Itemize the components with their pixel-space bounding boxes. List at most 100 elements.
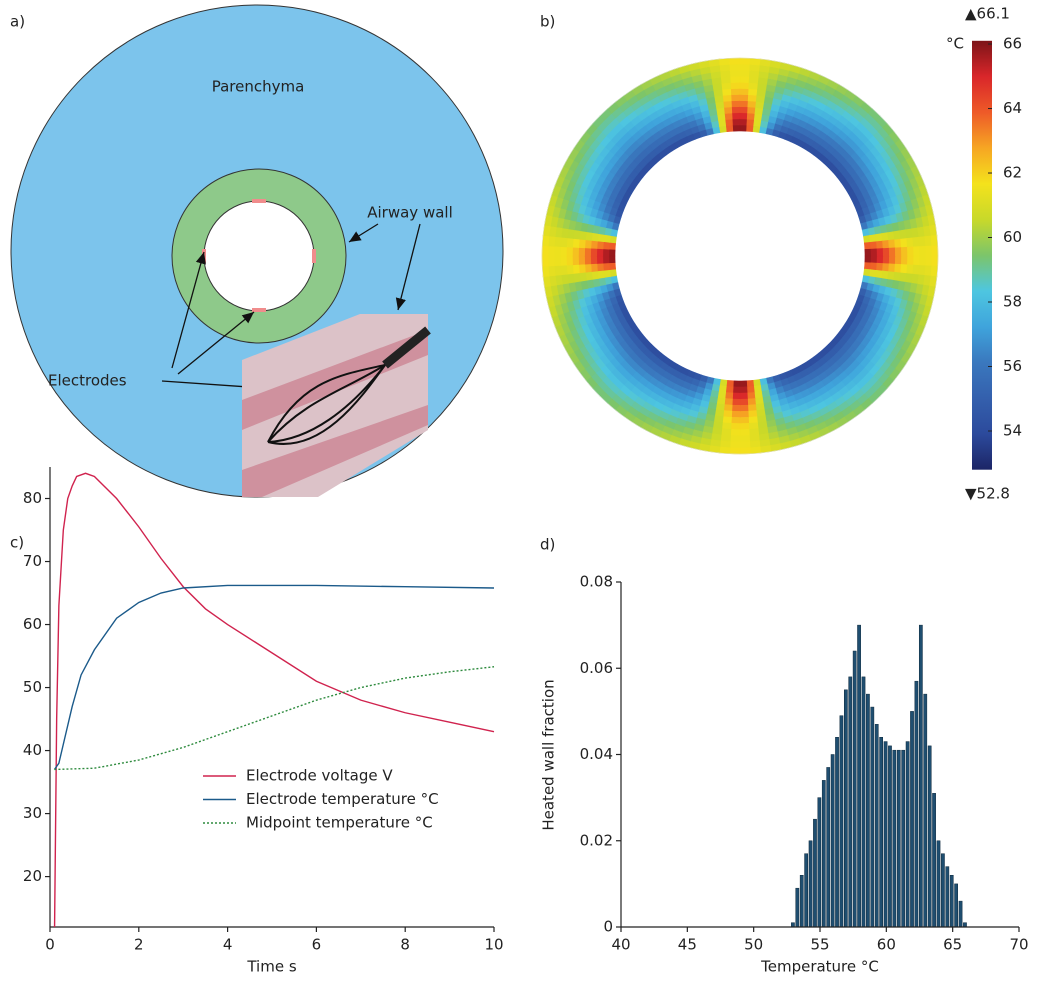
bar <box>945 866 950 928</box>
colorbar-min-label: ▼52.8 <box>965 485 1010 503</box>
y-tick-label: 40 <box>23 741 42 759</box>
field-cell <box>882 255 890 265</box>
field-cell <box>608 255 616 264</box>
bar <box>936 840 941 928</box>
field-cell <box>730 423 741 430</box>
field-cell <box>747 94 758 102</box>
field-cell <box>748 416 758 424</box>
y-tick-label: 0.04 <box>580 745 613 763</box>
x-tick-label: 55 <box>810 936 829 954</box>
field-cell <box>912 264 920 276</box>
field-cell <box>578 255 586 265</box>
field-cell <box>730 75 741 83</box>
field-cell <box>930 265 939 278</box>
colorbar-tick-label: 62 <box>1003 164 1022 182</box>
panel-a: a) Parenchyma Airway wall Electrodes <box>10 4 504 498</box>
bar <box>813 818 817 928</box>
panel-label: c) <box>10 534 24 552</box>
field-cell <box>724 112 734 120</box>
y-tick-label: 70 <box>23 552 42 570</box>
bar <box>852 650 857 928</box>
field-cell <box>864 255 872 264</box>
bar <box>927 745 932 928</box>
field-cell <box>900 246 908 257</box>
field-cell <box>930 234 939 247</box>
y-tick-label: 0.06 <box>580 659 613 677</box>
field-cell <box>730 416 741 424</box>
field-cell <box>541 245 549 257</box>
panel-label: a) <box>10 13 25 31</box>
field-cell <box>876 262 884 272</box>
y-tick-label: 0 <box>603 918 613 936</box>
field-cell <box>739 106 749 114</box>
field-cell <box>749 70 760 78</box>
field-cell <box>596 240 604 250</box>
field-cell <box>894 263 902 274</box>
field-cell <box>729 447 741 455</box>
field-cell <box>559 246 567 257</box>
bar <box>857 624 861 928</box>
field-cell <box>590 247 598 257</box>
field-cell <box>608 262 617 271</box>
bar <box>848 676 853 928</box>
bar <box>918 624 923 928</box>
field-cell <box>739 416 750 424</box>
field-cell <box>732 380 741 388</box>
field-cell <box>748 422 759 430</box>
field-cell <box>882 247 890 257</box>
field-cell <box>547 245 555 257</box>
field-cell <box>900 238 908 248</box>
field-cell <box>918 236 926 247</box>
field-cell <box>746 124 755 133</box>
field-cell <box>746 386 755 394</box>
field-cell <box>739 57 751 65</box>
bar <box>795 887 800 928</box>
field-cell <box>731 100 741 108</box>
field-cell <box>730 82 741 89</box>
bar <box>821 780 826 928</box>
field-cell <box>723 404 733 412</box>
x-tick-label: 6 <box>312 936 322 954</box>
field-cell <box>560 264 568 276</box>
bar <box>817 797 822 928</box>
field-cell <box>722 88 732 96</box>
field-cell <box>913 255 921 266</box>
x-tick-label: 4 <box>223 936 233 954</box>
field-cell <box>602 262 610 271</box>
x-tick-label: 65 <box>943 936 962 954</box>
field-cell <box>548 235 556 247</box>
field-cell <box>719 125 728 133</box>
field-cell <box>739 447 751 455</box>
field-cell <box>720 434 731 442</box>
field-cell <box>725 386 734 394</box>
field-cell <box>739 435 751 443</box>
field-cell <box>882 240 890 249</box>
field-cell <box>746 112 756 120</box>
colorbar-tick-label: 66 <box>1003 35 1022 53</box>
field-cell <box>608 241 617 250</box>
parenchyma-label: Parenchyma <box>212 78 305 96</box>
field-cell <box>876 240 884 250</box>
colorbar-tick-label: 54 <box>1003 422 1022 440</box>
legend-label: Electrode temperature °C <box>246 790 439 808</box>
field-cell <box>747 100 757 108</box>
field-cell <box>724 106 733 114</box>
field-cell <box>572 255 580 266</box>
field-cell <box>888 255 896 265</box>
field-cell <box>720 70 731 78</box>
field-cell <box>925 255 933 267</box>
field-cell <box>739 124 748 132</box>
field-cell <box>863 268 871 277</box>
field-cell <box>870 262 878 271</box>
panel-b: b) °C ▲66.1 ▼52.8 54 56 58 60 62 64 66 <box>540 5 1022 503</box>
field-cell <box>732 118 741 126</box>
field-cell <box>752 125 761 133</box>
field-cell <box>559 255 567 266</box>
field-cell <box>748 76 760 84</box>
bar <box>861 676 866 928</box>
field-cell <box>746 392 756 400</box>
bar <box>804 853 809 928</box>
field-cell <box>572 246 580 257</box>
ring-outline <box>541 57 939 455</box>
field-cell <box>739 392 748 400</box>
